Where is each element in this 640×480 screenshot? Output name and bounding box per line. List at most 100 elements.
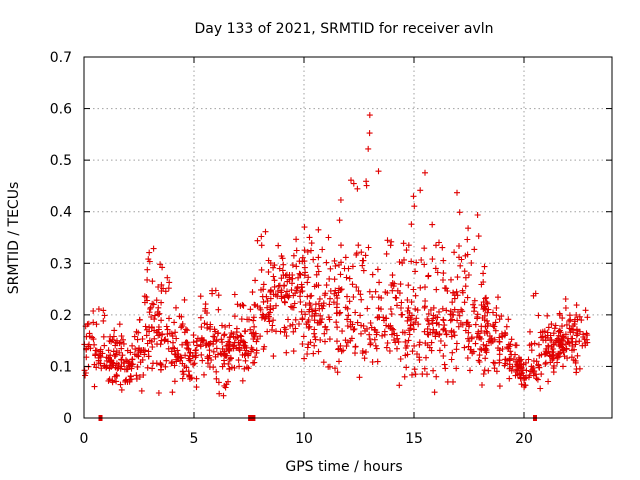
data-point (564, 339, 571, 345)
data-point (490, 359, 497, 366)
data-point (560, 363, 566, 370)
data-point (237, 332, 244, 339)
data-point (496, 383, 503, 390)
data-point (136, 317, 143, 323)
data-point (530, 370, 537, 377)
data-point (127, 373, 134, 380)
data-point (215, 351, 221, 358)
data-point (360, 257, 367, 264)
data-point (496, 316, 503, 323)
data-point (363, 349, 369, 355)
data-point (477, 345, 484, 352)
data-point (356, 374, 363, 381)
data-point (399, 260, 406, 267)
data-point (226, 339, 233, 346)
data-point (148, 338, 155, 345)
data-point (281, 283, 287, 289)
data-point (425, 272, 432, 279)
data-point (128, 360, 134, 367)
data-point (181, 296, 188, 303)
data-point (222, 323, 229, 330)
data-point (374, 266, 381, 273)
data-point (352, 343, 359, 350)
data-point (279, 255, 286, 262)
data-point (447, 317, 454, 324)
data-point (221, 332, 227, 339)
data-point (518, 381, 525, 388)
data-point (432, 265, 439, 272)
data-point (422, 303, 428, 310)
data-point (408, 221, 415, 228)
data-point (200, 337, 207, 344)
data-point (100, 317, 107, 324)
data-point (411, 366, 418, 373)
data-point (582, 307, 589, 314)
data-point (348, 177, 354, 184)
data-point (447, 308, 454, 315)
data-point (387, 242, 394, 249)
data-point (265, 313, 272, 320)
data-point (372, 288, 379, 295)
data-point (185, 346, 192, 353)
data-point (344, 323, 351, 329)
data-point (423, 354, 429, 361)
data-point (316, 295, 323, 302)
data-point (462, 283, 469, 290)
data-point (468, 335, 475, 342)
data-point (301, 224, 308, 231)
data-point (550, 330, 557, 337)
data-point (186, 373, 193, 380)
data-point (425, 310, 432, 317)
data-point (525, 374, 532, 381)
data-point (307, 302, 314, 309)
data-point (298, 308, 305, 315)
data-point (141, 299, 148, 306)
data-point (398, 305, 404, 311)
data-point (218, 336, 225, 343)
data-point (434, 269, 441, 276)
data-point (383, 344, 390, 351)
data-point (171, 319, 178, 326)
data-point (308, 306, 315, 312)
data-point (165, 338, 171, 345)
data-point (451, 249, 458, 256)
data-point (481, 312, 488, 319)
data-point (158, 281, 165, 288)
data-point (179, 375, 186, 382)
data-point (412, 292, 419, 299)
data-point (556, 310, 563, 317)
y-tick-label: 0.5 (50, 153, 72, 169)
data-point (311, 312, 318, 319)
data-point (259, 293, 266, 300)
data-point (490, 323, 497, 330)
data-point (431, 389, 438, 396)
data-point (235, 357, 242, 364)
data-point (173, 358, 180, 365)
data-point (363, 182, 370, 189)
data-point (406, 331, 413, 338)
data-point (145, 348, 152, 355)
data-point (412, 371, 419, 378)
data-point (262, 228, 269, 235)
data-point (320, 359, 327, 366)
x-tick-label: 15 (405, 431, 423, 447)
data-point (454, 274, 461, 281)
data-point (372, 342, 379, 349)
data-point (459, 289, 466, 296)
data-point (464, 251, 471, 258)
data-point (358, 330, 364, 337)
data-point (311, 283, 318, 290)
data-point (190, 361, 197, 368)
data-point (294, 285, 301, 292)
data-point (360, 323, 367, 329)
data-point (239, 377, 246, 384)
data-point (278, 275, 285, 282)
data-point (189, 353, 196, 360)
data-point (485, 306, 492, 313)
data-point (465, 329, 472, 336)
data-point (252, 354, 259, 361)
data-point (491, 365, 498, 372)
data-point (101, 312, 108, 319)
data-point (351, 326, 358, 332)
data-point (441, 342, 448, 349)
